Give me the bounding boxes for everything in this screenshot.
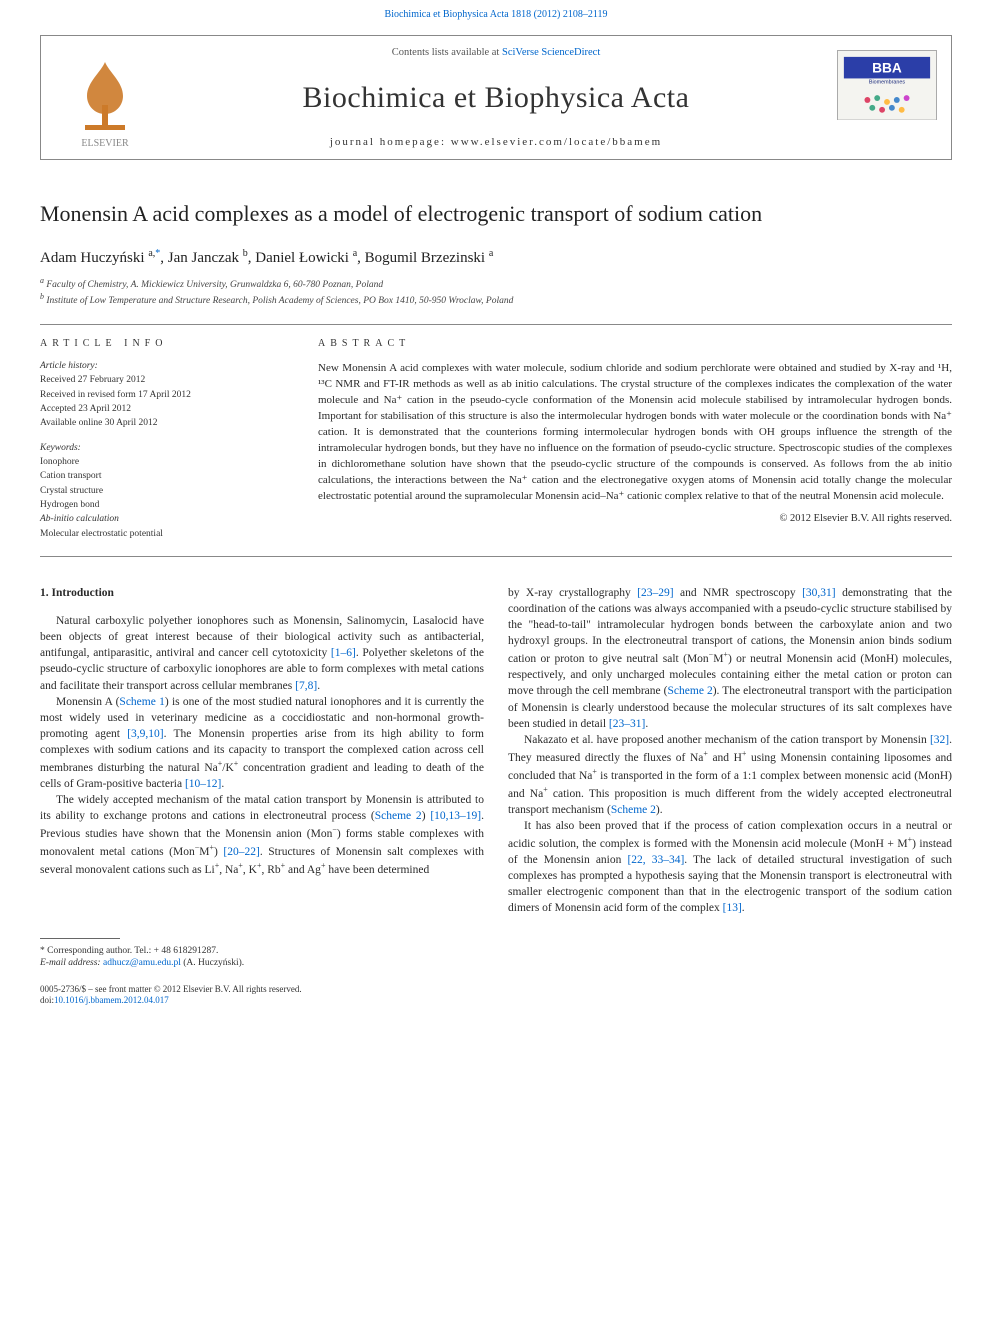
journal-header-box: ELSEVIER BBA Biomembranes Contents lists… — [40, 35, 952, 160]
body-paragraph: Natural carboxylic polyether ionophores … — [40, 613, 484, 693]
affiliation-text: Faculty of Chemistry, A. Mickiewicz Univ… — [46, 280, 383, 290]
contents-lists-prefix: Contents lists available at — [392, 47, 502, 58]
body-paragraph: Monensin A (Scheme 1) is one of the most… — [40, 694, 484, 792]
body-paragraph: by X-ray crystallography [23–29] and NMR… — [508, 585, 952, 732]
keyword: Ab-initio calculation — [40, 513, 284, 525]
citation-link[interactable]: [13] — [723, 902, 742, 914]
article-history-label: Article history: — [40, 360, 284, 372]
citation-link[interactable]: [22, 33–34] — [627, 854, 684, 866]
sciencedirect-link[interactable]: SciVerse ScienceDirect — [502, 47, 600, 58]
scheme-link[interactable]: Scheme 2 — [611, 804, 656, 816]
body-paragraph: The widely accepted mechanism of the mat… — [40, 792, 484, 878]
keyword: Molecular electrostatic potential — [40, 528, 284, 540]
author: Jan Janczak b — [168, 250, 248, 266]
contents-lists-line: Contents lists available at SciVerse Sci… — [181, 46, 811, 60]
article-history-block: Article history: Received 27 February 20… — [40, 360, 284, 430]
affiliation-list: a Faculty of Chemistry, A. Mickiewicz Un… — [40, 276, 952, 308]
citation-link[interactable]: [10,13–19] — [430, 810, 481, 822]
author: Adam Huczyński a,* — [40, 250, 160, 266]
author-name: Jan Janczak — [168, 250, 239, 266]
abstract-heading: abstract — [318, 337, 952, 352]
journal-name: Biochimica et Biophysica Acta — [181, 78, 811, 117]
keywords-block: Keywords: Ionophore Cation transport Cry… — [40, 442, 284, 540]
svg-text:ELSEVIER: ELSEVIER — [81, 138, 129, 149]
article-info-abstract-row: article info Article history: Received 2… — [40, 325, 952, 557]
doi-line: doi:10.1016/j.bbamem.2012.04.017 — [40, 995, 952, 1007]
affiliation-marker: a — [353, 248, 357, 259]
body-right-column: by X-ray crystallography [23–29] and NMR… — [508, 585, 952, 916]
page-header-citation: Biochimica et Biophysica Acta 1818 (2012… — [0, 0, 992, 35]
citation-link[interactable]: [23–31] — [609, 718, 645, 730]
svg-text:BBA: BBA — [872, 61, 902, 76]
article-info-heading: article info — [40, 337, 284, 350]
author-list: Adam Huczyński a,*, Jan Janczak b, Danie… — [40, 247, 952, 269]
article-info-column: article info Article history: Received 2… — [40, 325, 300, 556]
elsevier-logo: ELSEVIER — [55, 50, 155, 150]
affiliation: a Faculty of Chemistry, A. Mickiewicz Un… — [40, 276, 952, 292]
bba-journal-cover-icon: BBA Biomembranes — [837, 50, 937, 120]
affiliation-text: Institute of Low Temperature and Structu… — [46, 296, 513, 306]
author-name: Daniel Łowicki — [255, 250, 349, 266]
abstract-copyright: © 2012 Elsevier B.V. All rights reserved… — [318, 511, 952, 526]
author-name: Adam Huczyński — [40, 250, 145, 266]
citation-link[interactable]: [32] — [930, 734, 949, 746]
section-heading-introduction: 1. Introduction — [40, 585, 484, 601]
abstract-text: New Monensin A acid complexes with water… — [318, 361, 952, 504]
history-line: Received in revised form 17 April 2012 — [40, 389, 284, 401]
citation-link[interactable]: [7,8] — [295, 680, 317, 692]
issn-line: 0005-2736/$ – see front matter © 2012 El… — [40, 984, 952, 996]
body-paragraph: It has also been proved that if the proc… — [508, 818, 952, 916]
body-two-column: 1. Introduction Natural carboxylic polye… — [40, 585, 952, 916]
affiliation-marker: a — [489, 248, 493, 259]
citation-link[interactable]: [10–12] — [185, 778, 221, 790]
author: Bogumil Brzezinski a — [365, 250, 494, 266]
scheme-link[interactable]: Scheme 1 — [119, 696, 164, 708]
body-left-column: 1. Introduction Natural carboxylic polye… — [40, 585, 484, 916]
citation-link[interactable]: [3,9,10] — [127, 728, 163, 740]
author: Daniel Łowicki a — [255, 250, 357, 266]
email-label: E-mail address: — [40, 958, 103, 968]
citation-link[interactable]: [20–22] — [223, 846, 259, 858]
corresponding-email: E-mail address: adhucz@amu.edu.pl (A. Hu… — [40, 957, 460, 969]
history-line: Received 27 February 2012 — [40, 374, 284, 386]
keyword: Crystal structure — [40, 485, 284, 497]
journal-homepage: journal homepage: www.elsevier.com/locat… — [181, 135, 811, 149]
footnote-rule — [40, 938, 120, 939]
body-paragraph: Nakazato et al. have proposed another me… — [508, 732, 952, 818]
scheme-link[interactable]: Scheme 2 — [668, 685, 713, 697]
article-title: Monensin A acid complexes as a model of … — [40, 200, 952, 229]
doi-label: doi: — [40, 995, 54, 1005]
abstract-column: abstract New Monensin A acid complexes w… — [300, 325, 952, 556]
doi-link[interactable]: 10.1016/j.bbamem.2012.04.017 — [54, 995, 169, 1005]
corresponding-star-icon: * — [155, 248, 160, 259]
history-line: Accepted 23 April 2012 — [40, 403, 284, 415]
keyword: Cation transport — [40, 470, 284, 482]
email-name: (A. Huczyński). — [181, 958, 244, 968]
citation-link[interactable]: [1–6] — [331, 647, 356, 659]
keyword: Ionophore — [40, 456, 284, 468]
bottom-meta: 0005-2736/$ – see front matter © 2012 El… — [40, 984, 952, 1007]
keyword: Hydrogen bond — [40, 499, 284, 511]
keywords-label: Keywords: — [40, 442, 284, 454]
citation-link[interactable]: [30,31] — [802, 587, 836, 599]
citation-link[interactable]: [23–29] — [637, 587, 673, 599]
footnotes: * Corresponding author. Tel.: + 48 61829… — [40, 938, 460, 970]
email-link[interactable]: adhucz@amu.edu.pl — [103, 958, 181, 968]
affiliation-marker: b — [243, 248, 248, 259]
affiliation: b Institute of Low Temperature and Struc… — [40, 292, 952, 308]
author-name: Bogumil Brzezinski — [365, 250, 485, 266]
corresponding-author-note: * Corresponding author. Tel.: + 48 61829… — [40, 945, 460, 957]
history-line: Available online 30 April 2012 — [40, 417, 284, 429]
scheme-link[interactable]: Scheme 2 — [375, 810, 422, 822]
svg-text:Biomembranes: Biomembranes — [869, 79, 905, 85]
